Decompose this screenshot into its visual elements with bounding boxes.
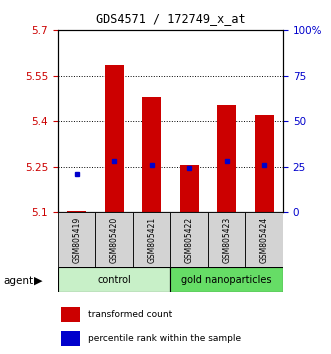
Text: ▶: ▶ (34, 276, 42, 286)
Bar (105, 65, 123, 212)
Bar (142, 97, 161, 212)
Bar (61, 331, 80, 346)
Text: GSM805421: GSM805421 (147, 217, 156, 263)
Text: GSM805420: GSM805420 (110, 217, 119, 263)
Bar (180, 165, 199, 212)
Text: agent: agent (3, 276, 33, 286)
Text: GSM805422: GSM805422 (185, 217, 194, 263)
Text: GSM805424: GSM805424 (260, 217, 269, 263)
Bar (67, 211, 86, 212)
Text: percentile rank within the sample: percentile rank within the sample (88, 333, 241, 343)
Bar (170, 212, 208, 267)
Bar (133, 212, 170, 267)
Bar (95, 212, 133, 267)
Text: transformed count: transformed count (88, 310, 172, 319)
Bar (246, 212, 283, 267)
Bar (255, 115, 274, 212)
Bar (217, 104, 236, 212)
Bar (58, 267, 170, 292)
Bar (61, 307, 80, 322)
Text: gold nanoparticles: gold nanoparticles (181, 275, 272, 285)
Bar (208, 212, 246, 267)
Text: GSM805423: GSM805423 (222, 217, 231, 263)
Bar (58, 212, 95, 267)
Bar (170, 267, 283, 292)
Text: GSM805419: GSM805419 (72, 217, 81, 263)
Text: GDS4571 / 172749_x_at: GDS4571 / 172749_x_at (96, 12, 245, 25)
Text: control: control (97, 275, 131, 285)
